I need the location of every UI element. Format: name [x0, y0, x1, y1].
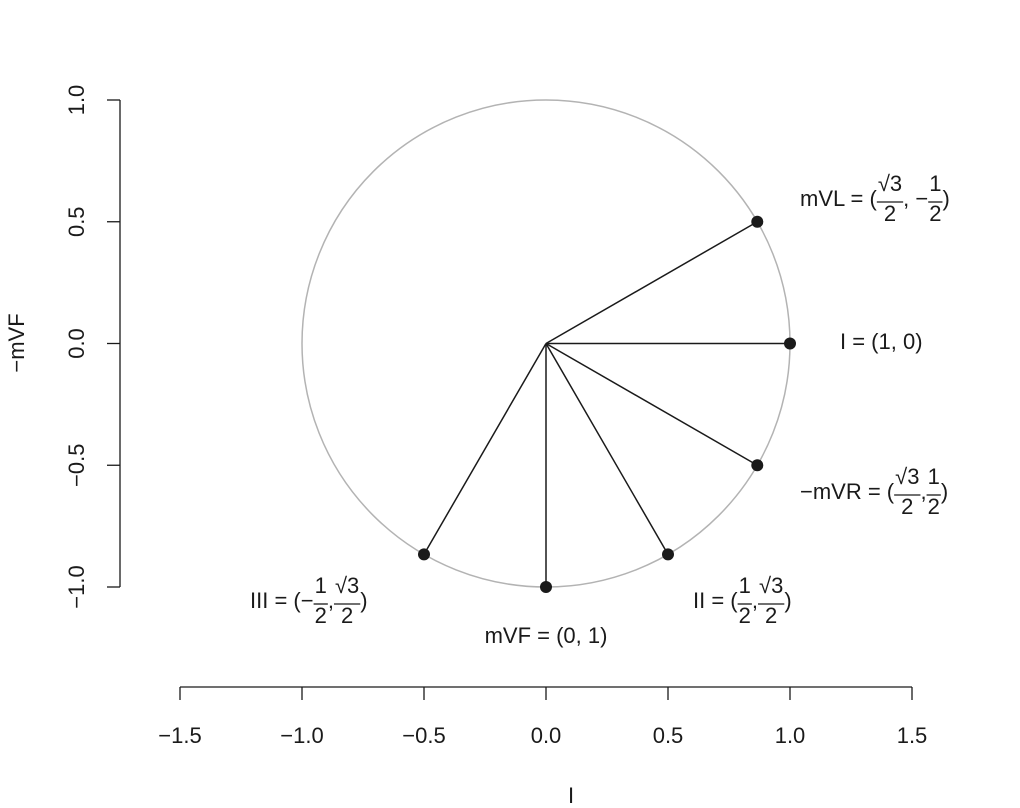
vector-line — [423, 343, 547, 555]
label-text: ) — [784, 588, 791, 613]
fraction-denominator: 2 — [739, 603, 751, 628]
x-tick-label: 1.5 — [897, 723, 928, 748]
vector-line — [545, 343, 669, 555]
point-label: II = (12, √32) — [693, 573, 792, 628]
fraction-numerator: √3 — [878, 171, 902, 196]
point-label: mVF = (0, 1) — [485, 623, 608, 648]
fraction-numerator: 1 — [928, 464, 940, 489]
point — [540, 581, 552, 593]
point-label: III = (−12, √32) — [250, 573, 368, 628]
vector-line — [545, 342, 758, 466]
label-text: −mVR = ( — [800, 479, 895, 504]
label-text: , — [920, 479, 926, 504]
label-text: , − — [903, 186, 928, 211]
label-text: mVL = ( — [800, 186, 877, 211]
point — [751, 215, 764, 228]
point — [662, 548, 674, 561]
fraction-numerator: √3 — [895, 464, 919, 489]
fraction-numerator: 1 — [929, 171, 941, 196]
label-text: ) — [941, 479, 948, 504]
label-text: ) — [360, 588, 367, 613]
x-tick-label: −0.5 — [402, 723, 445, 748]
fraction-denominator: 2 — [929, 201, 941, 226]
fraction-denominator: 2 — [901, 494, 913, 519]
x-axis-label: I — [568, 783, 574, 808]
y-tick-label: −0.5 — [64, 444, 89, 487]
point-label: mVL = (√32, −12) — [800, 171, 950, 226]
fraction-denominator: 2 — [341, 603, 353, 628]
x-tick-label: 0.5 — [653, 723, 684, 748]
label-text: ) — [942, 186, 949, 211]
fraction-denominator: 2 — [315, 603, 327, 628]
fraction-denominator: 2 — [928, 494, 940, 519]
point-label: −mVR = (√32, 12) — [800, 464, 948, 519]
point-label: I = (1, 0) — [840, 329, 923, 354]
fraction-denominator: 2 — [884, 201, 896, 226]
label-text: , — [752, 588, 758, 613]
x-tick-label: −1.0 — [280, 723, 323, 748]
label-text: , — [328, 588, 334, 613]
y-axis-label: −mVF — [4, 313, 29, 372]
label-text: mVF = (0, 1) — [485, 623, 608, 648]
y-tick-label: −1.0 — [64, 565, 89, 608]
vector-line — [545, 221, 758, 345]
x-tick-label: −1.5 — [158, 723, 201, 748]
y-tick-label: 0.0 — [64, 328, 89, 359]
fraction-numerator: 1 — [315, 573, 327, 598]
point — [751, 459, 764, 472]
y-tick-label: 0.5 — [64, 206, 89, 237]
point — [418, 548, 430, 561]
fraction-numerator: √3 — [759, 573, 783, 598]
label-text: III = (− — [250, 588, 314, 613]
fraction-denominator: 2 — [765, 603, 777, 628]
x-tick-label: 1.0 — [775, 723, 806, 748]
y-tick-label: 1.0 — [64, 85, 89, 116]
point — [784, 337, 796, 350]
x-tick-label: 0.0 — [531, 723, 562, 748]
fraction-numerator: √3 — [335, 573, 359, 598]
label-text: I = (1, 0) — [840, 329, 923, 354]
label-text: II = ( — [693, 588, 738, 613]
fraction-numerator: 1 — [739, 573, 751, 598]
